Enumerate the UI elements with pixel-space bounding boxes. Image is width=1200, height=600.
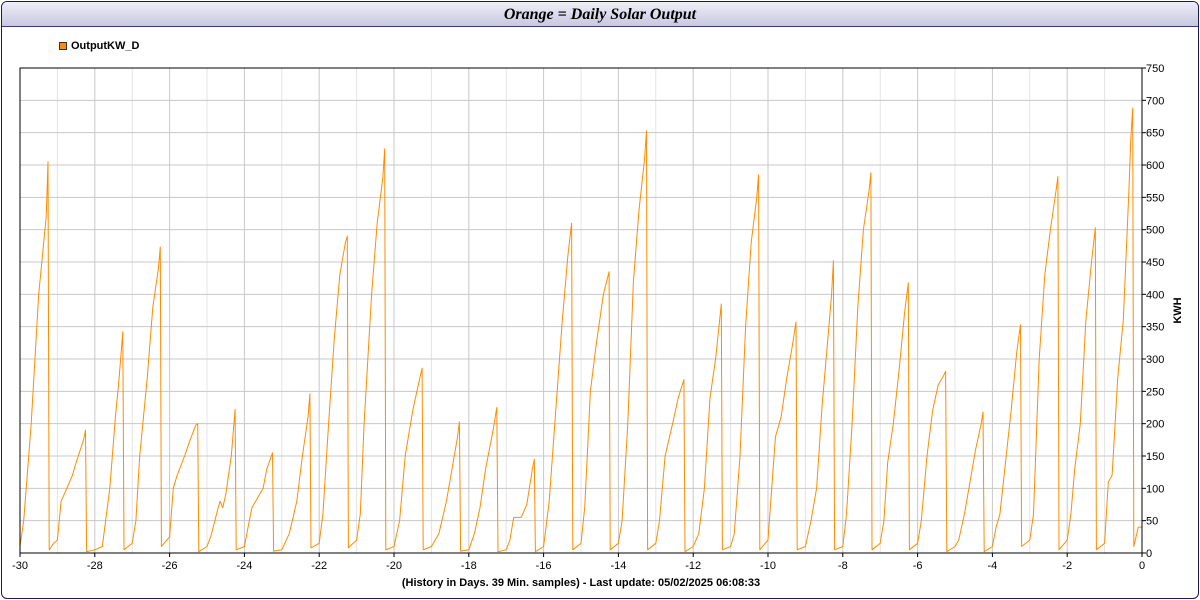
y-tick-label: 50	[1146, 516, 1158, 528]
footer-caption: (History in Days. 39 Min. samples) - Las…	[402, 577, 760, 589]
x-tick-label: -16	[536, 560, 552, 572]
y-tick-label: 200	[1146, 419, 1164, 431]
x-tick-label: -14	[610, 560, 626, 572]
y-axis-label: KWH	[1172, 297, 1184, 323]
plot-border	[19, 67, 1143, 554]
y-tick-label: 600	[1146, 160, 1164, 172]
y-tick-label: 450	[1146, 257, 1164, 269]
y-tick-label: 400	[1146, 289, 1164, 301]
y-tick-label: 0	[1146, 548, 1152, 560]
x-axis: -30 -28 -26 -24 -22 -20 -18 -16 -14 -12 -10 -8 -6 -4-…	[12, 553, 1145, 572]
x-tick-label: 0	[1139, 560, 1145, 572]
x-tick-label: -8	[838, 560, 848, 572]
x-tick-label: -4	[988, 560, 998, 572]
y-tick-label: 350	[1146, 322, 1164, 334]
series-layer	[19, 107, 1142, 553]
y-tick-label: 700	[1146, 95, 1164, 107]
legend-label: OutputKW_D	[71, 40, 140, 52]
x-tick-label: -6	[913, 560, 923, 572]
x-tick-label: -20	[386, 560, 402, 572]
x-tick-label: -24	[236, 560, 252, 572]
y-tick-label: 500	[1146, 225, 1164, 237]
y-tick-label: 550	[1146, 192, 1164, 204]
x-tick-label: -10	[760, 560, 776, 572]
grid-lines	[19, 67, 1143, 554]
x-tick-label: -28	[87, 560, 103, 572]
x-tick-label: -2	[1062, 560, 1072, 572]
title-bar: Orange = Daily Solar Output	[2, 2, 1198, 27]
y-tick-label: 650	[1146, 128, 1164, 140]
x-tick-label: -30	[12, 560, 28, 572]
x-tick-label: -12	[685, 560, 701, 572]
x-tick-label: -18	[461, 560, 477, 572]
legend-swatch	[59, 42, 67, 50]
x-tick-label: -26	[162, 560, 178, 572]
y-tick-label: 150	[1146, 451, 1164, 463]
y-tick-label: 100	[1146, 483, 1164, 495]
y-tick-label: 750	[1146, 63, 1164, 75]
x-tick-label: -22	[311, 560, 327, 572]
y-tick-label: 300	[1146, 354, 1164, 366]
chart-title: Orange = Daily Solar Output	[503, 6, 697, 23]
y-tick-label: 250	[1146, 386, 1164, 398]
series-line-outputkw-d	[19, 107, 1142, 553]
y-axis: 0 50 100 150 200 250 300 350 400 450 500 550 600 650 7…	[1142, 63, 1164, 560]
